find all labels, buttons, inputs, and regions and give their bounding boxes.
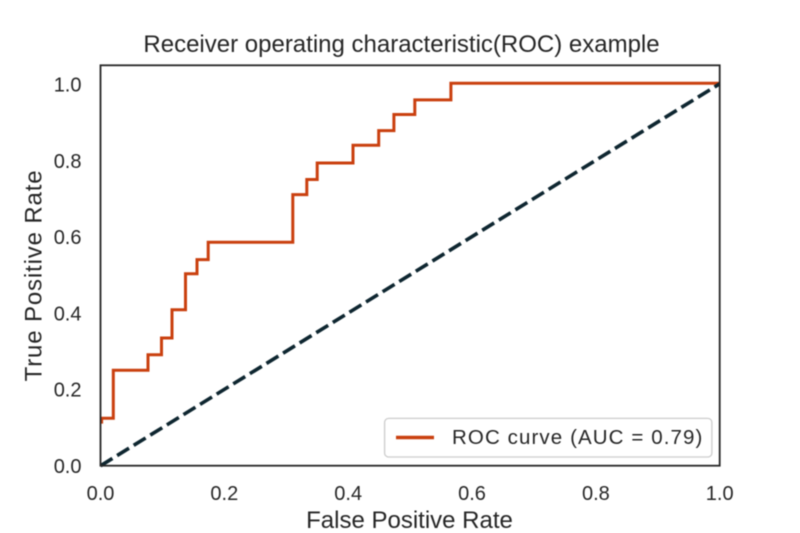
svg-text:1.0: 1.0 bbox=[54, 75, 82, 97]
svg-text:0.4: 0.4 bbox=[334, 483, 362, 505]
svg-text:0.4: 0.4 bbox=[54, 303, 82, 325]
svg-text:Receiver operating characteris: Receiver operating characteristic(ROC) e… bbox=[143, 31, 659, 58]
svg-text:0.0: 0.0 bbox=[54, 456, 82, 478]
svg-text:False Positive Rate: False Positive Rate bbox=[306, 507, 513, 533]
svg-text:0.6: 0.6 bbox=[54, 227, 82, 249]
svg-text:0.2: 0.2 bbox=[54, 380, 82, 402]
svg-text:0.0: 0.0 bbox=[87, 483, 115, 505]
svg-text:1.0: 1.0 bbox=[706, 483, 734, 505]
svg-text:0.8: 0.8 bbox=[54, 151, 82, 173]
svg-text:0.6: 0.6 bbox=[458, 483, 486, 505]
svg-text:ROC curve (AUC = 0.79): ROC curve (AUC = 0.79) bbox=[452, 426, 703, 449]
svg-text:0.2: 0.2 bbox=[210, 483, 238, 505]
svg-text:0.8: 0.8 bbox=[582, 483, 610, 505]
svg-text:True Positive Rate: True Positive Rate bbox=[21, 170, 48, 382]
